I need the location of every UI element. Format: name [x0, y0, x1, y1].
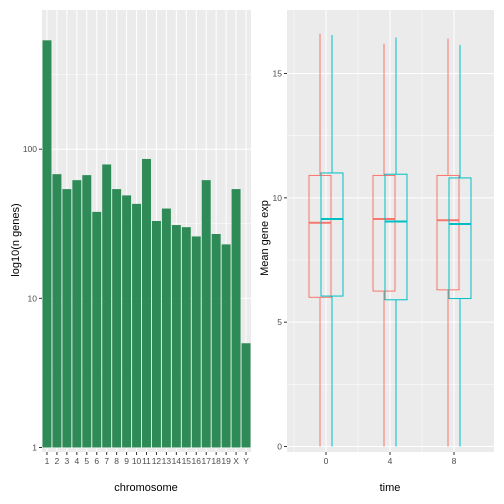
x-tick-label: 4 [388, 456, 393, 466]
bar [72, 180, 82, 448]
bar [42, 40, 52, 448]
box-y-axis: 0 5 10 15 [273, 69, 287, 452]
bar [181, 227, 191, 448]
x-tick-label: 7 [104, 456, 109, 466]
y-tick-label: 0 [277, 442, 282, 452]
bar [142, 158, 151, 448]
x-tick-label: 1 [45, 456, 50, 466]
x-tick-label: 4 [74, 456, 79, 466]
bar [201, 180, 211, 448]
box [320, 34, 344, 447]
bar [82, 175, 92, 448]
x-tick-label: Y [243, 456, 249, 466]
box-series [308, 33, 472, 447]
x-tick-label: 11 [142, 456, 151, 466]
x-tick-label: 5 [84, 456, 89, 466]
bar [112, 189, 122, 448]
x-tick-label: 19 [221, 456, 231, 466]
bar [241, 343, 251, 448]
y-tick-label: 100 [23, 144, 37, 154]
box [436, 38, 460, 447]
box [372, 43, 396, 447]
box-body [384, 173, 408, 301]
bar [171, 225, 181, 448]
x-tick-label: 15 [182, 456, 192, 466]
bar-x-axis-title: chromosome [114, 482, 178, 494]
x-tick-label: 14 [172, 456, 182, 466]
x-tick-label: 6 [94, 456, 99, 466]
bar-series [42, 40, 251, 448]
bar [211, 234, 221, 448]
x-tick-label: 8 [452, 456, 457, 466]
bar [62, 189, 72, 448]
box-body [372, 174, 396, 292]
box-body [448, 177, 472, 300]
x-tick-label: 18 [211, 456, 221, 466]
box-x-axis-title: time [380, 482, 401, 494]
x-tick-label: 10 [132, 456, 142, 466]
box [384, 37, 408, 447]
x-tick-label: X [233, 456, 239, 466]
y-tick-label: 1 [32, 443, 37, 453]
x-tick-label: 9 [124, 456, 129, 466]
x-tick-label: 3 [65, 456, 70, 466]
bar [92, 211, 102, 448]
y-tick-label: 10 [28, 293, 38, 303]
x-tick-label: 0 [324, 456, 329, 466]
box-body [320, 172, 344, 297]
bar [151, 221, 161, 448]
bar [191, 236, 201, 448]
bar [231, 189, 241, 448]
y-tick-label: 5 [277, 317, 282, 327]
box-y-axis-title: Mean gene exp [259, 200, 271, 276]
x-tick-label: 2 [55, 456, 60, 466]
x-tick-label: 13 [162, 456, 172, 466]
box-x-axis: 0 4 8 [324, 452, 457, 466]
y-tick-label: 10 [273, 193, 283, 203]
x-tick-label: 8 [114, 456, 119, 466]
box-body [436, 174, 460, 291]
bar [221, 244, 231, 448]
x-tick-label: 12 [152, 456, 162, 466]
bar [132, 203, 142, 448]
bar-y-axis-title: log10(n genes) [10, 203, 22, 276]
box [308, 33, 332, 447]
box [448, 44, 472, 447]
bar-y-axis: 1 10 100 [23, 144, 42, 453]
bar [161, 208, 171, 448]
box-body [308, 174, 332, 298]
bar-x-axis: 1 2 3 4 5 6 7 8 9 10 11 12 13 14 15 16 17 18 19 X Y [45, 452, 249, 466]
bar [52, 174, 62, 448]
x-tick-label: 17 [201, 456, 211, 466]
bar [122, 195, 132, 448]
x-tick-label: 16 [192, 456, 202, 466]
y-tick-label: 15 [273, 69, 283, 79]
bar [102, 164, 112, 448]
box-chart: 0 5 10 15 0 4 8 time Mean gene exp [259, 10, 494, 494]
